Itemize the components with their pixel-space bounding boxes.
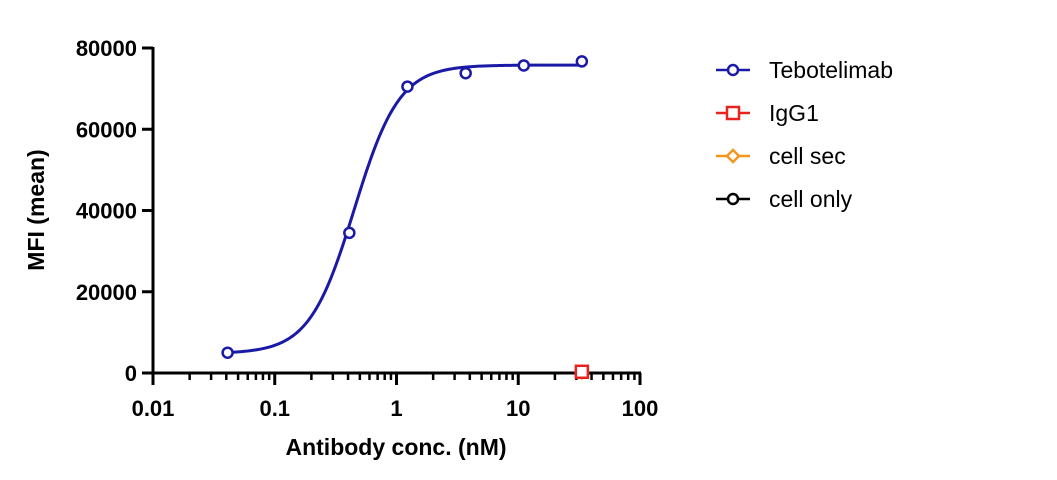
- x-tick-label: 0.01: [132, 396, 175, 421]
- legend-marker: [726, 63, 740, 77]
- data-point-tebotelimab: [343, 226, 356, 240]
- ticks: 0 20000 40000 60000 80000 0.01 0.1 1 10 100: [76, 36, 659, 421]
- fit-curve-tebotelimab: [227, 63, 582, 354]
- data-point-tebotelimab: [401, 80, 414, 93]
- y-tick-label: 20000: [76, 280, 137, 305]
- fit-curves: [227, 63, 582, 354]
- x-tick-label: 100: [622, 396, 659, 421]
- data-point-tebotelimab: [459, 66, 472, 80]
- legend-marker: [726, 192, 740, 206]
- data-point-igg1: [574, 364, 590, 380]
- data-point-tebotelimab: [221, 346, 234, 359]
- legend: Tebotelimab IgG1 cell sec cell only: [716, 57, 893, 212]
- x-tick-label: 0.1: [259, 396, 290, 421]
- x-axis-title: Antibody conc. (nM): [285, 434, 506, 460]
- y-tick-label: 80000: [76, 36, 137, 61]
- data-point-tebotelimab: [517, 59, 531, 72]
- y-tick-label: 40000: [76, 199, 137, 224]
- x-tick-label: 1: [390, 396, 402, 421]
- legend-label: IgG1: [769, 100, 819, 126]
- data-markers: [221, 55, 590, 381]
- legend-label: Tebotelimab: [769, 57, 893, 83]
- axes: [151, 47, 641, 375]
- y-tick-label: 0: [125, 361, 137, 386]
- y-tick-label: 60000: [76, 117, 137, 142]
- legend-label: cell sec: [769, 143, 846, 169]
- legend-label: cell only: [769, 186, 853, 212]
- legend-marker: [725, 148, 741, 164]
- y-axis-title: MFI (mean): [23, 149, 49, 270]
- data-point-tebotelimab: [575, 55, 589, 68]
- x-tick-label: 10: [506, 396, 530, 421]
- legend-marker: [725, 105, 741, 121]
